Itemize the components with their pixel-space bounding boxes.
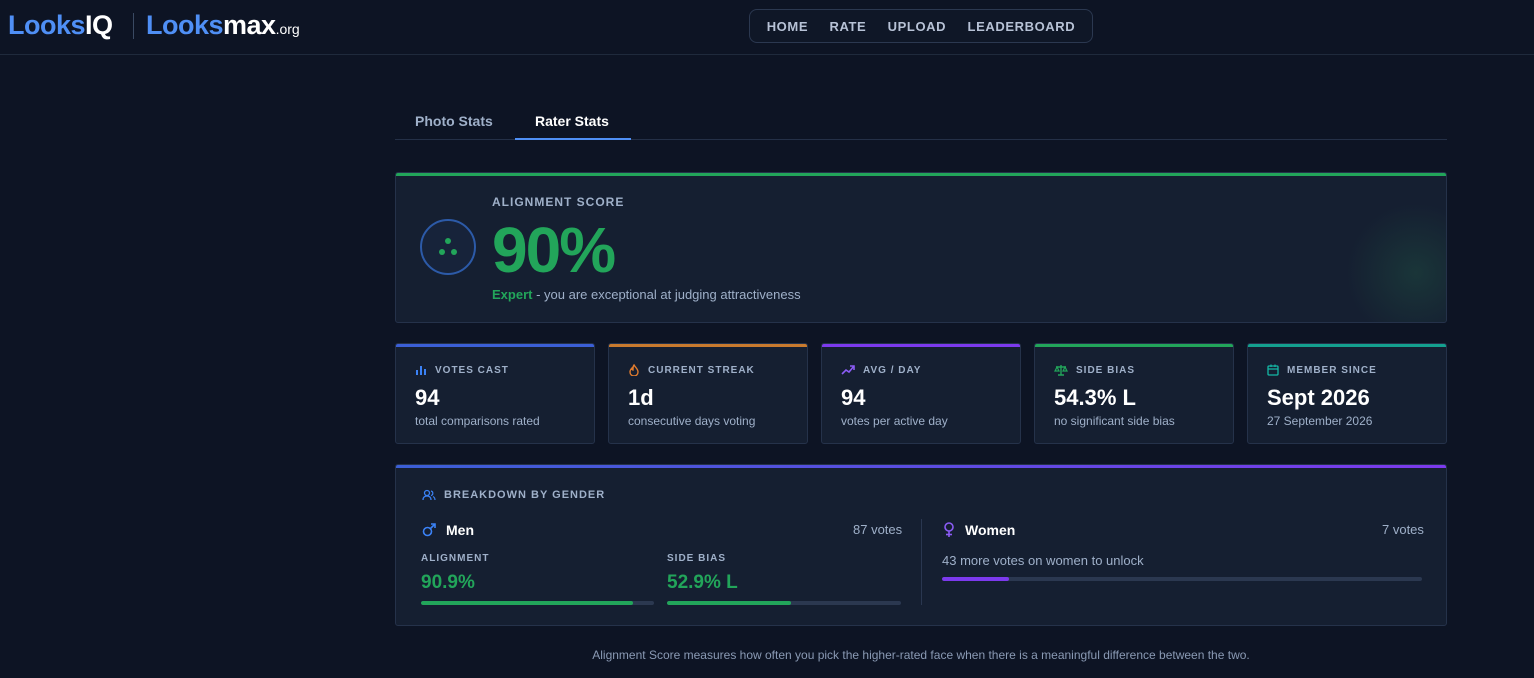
stat-value: Sept 2026	[1267, 385, 1370, 410]
alignment-score-card: ALIGNMENT SCORE 90% Expert - you are exc…	[395, 172, 1447, 323]
stat-card-avg-per-day: AVG / DAY 94 votes per active day	[821, 343, 1021, 444]
stat-value: 94	[841, 385, 866, 410]
stat-card-accent	[822, 344, 1020, 347]
looksiq-logo[interactable]: LooksIQ	[8, 10, 113, 41]
stat-subtext: total comparisons rated	[415, 414, 540, 428]
women-heading: Women	[943, 522, 1015, 538]
men-side-bias-bar-fill	[667, 601, 791, 605]
alignment-footnote: Alignment Score measures how often you p…	[592, 648, 1250, 662]
alignment-card-accent	[396, 173, 1446, 176]
stat-card-current-streak: CURRENT STREAK 1d consecutive days votin…	[608, 343, 808, 444]
gender-breakdown-card: BREAKDOWN BY GENDER Men 87 votes ALIGNME…	[395, 464, 1447, 626]
looksmax-logo-part3: .org	[275, 21, 300, 37]
stat-value: 1d	[628, 385, 654, 410]
alignment-score-value: 90%	[492, 214, 616, 286]
men-alignment-bar-fill	[421, 601, 633, 605]
stat-subtext: 27 September 2026	[1267, 414, 1373, 428]
women-unlock-progress-bar	[942, 577, 1422, 581]
breakdown-card-accent	[396, 465, 1446, 468]
scale-icon	[1054, 365, 1068, 376]
men-alignment-value: 90.9%	[421, 572, 475, 593]
stat-label: SIDE BIAS	[1076, 364, 1136, 376]
stat-label: CURRENT STREAK	[648, 364, 755, 376]
looksmax-logo-part2: max	[223, 10, 276, 40]
stat-value: 94	[415, 385, 440, 410]
stat-subtext: no significant side bias	[1054, 414, 1175, 428]
calendar-icon	[1267, 364, 1279, 376]
alignment-score-label: ALIGNMENT SCORE	[492, 195, 625, 209]
stat-card-side-bias: SIDE BIAS 54.3% L no significant side bi…	[1034, 343, 1234, 444]
women-unlock-text: 43 more votes on women to unlock	[942, 553, 1144, 568]
stat-subtext: consecutive days voting	[628, 414, 756, 428]
women-label: Women	[965, 522, 1016, 538]
male-symbol-icon	[422, 523, 436, 537]
gender-divider	[921, 519, 922, 605]
alignment-description: Expert - you are exceptional at judging …	[492, 287, 801, 302]
looksmax-logo[interactable]: Looksmax.org	[146, 10, 300, 41]
alignment-dots-icon	[420, 219, 476, 275]
stat-value: 54.3% L	[1054, 385, 1136, 410]
men-votes: 87 votes	[853, 522, 903, 537]
stat-card-accent	[1035, 344, 1233, 347]
looksiq-logo-part2: IQ	[85, 10, 113, 40]
flame-icon	[629, 364, 639, 376]
stat-card-accent	[609, 344, 807, 347]
nav-leaderboard-link[interactable]: LEADERBOARD	[967, 18, 1076, 34]
alignment-level: Expert	[492, 287, 533, 302]
stat-card-accent	[396, 344, 594, 347]
nav-upload-link[interactable]: UPLOAD	[887, 18, 947, 34]
women-votes: 7 votes	[1382, 522, 1424, 537]
stat-label: MEMBER SINCE	[1287, 364, 1377, 376]
women-unlock-progress-fill	[942, 577, 1010, 581]
nav-home-link[interactable]: HOME	[766, 18, 809, 34]
looksiq-logo-part1: Looks	[8, 10, 86, 40]
stats-tabs: Photo Stats Rater Stats	[395, 105, 1447, 140]
stat-card-votes-cast: VOTES CAST 94 total comparisons rated	[395, 343, 595, 444]
top-bar: LooksIQ Looksmax.org HOME RATE UPLOAD LE…	[0, 0, 1534, 55]
stat-card-member-since: MEMBER SINCE Sept 2026 27 September 2026	[1247, 343, 1447, 444]
tab-photo-stats[interactable]: Photo Stats	[415, 113, 493, 129]
alignment-glow	[1346, 203, 1446, 322]
nav-rate-link[interactable]: RATE	[829, 18, 867, 34]
stat-card-accent	[1248, 344, 1446, 347]
men-side-bias-value: 52.9% L	[667, 572, 738, 593]
men-side-bias-label: SIDE BIAS	[667, 553, 727, 564]
stat-label: AVG / DAY	[863, 364, 922, 376]
men-alignment-bar	[421, 601, 654, 605]
looksmax-logo-part1: Looks	[146, 10, 224, 40]
men-heading: Men	[422, 522, 474, 538]
stat-label: VOTES CAST	[435, 364, 509, 376]
alignment-description-text: - you are exceptional at judging attract…	[532, 287, 801, 302]
logo-divider	[133, 13, 134, 39]
men-side-bias-bar	[667, 601, 901, 605]
men-alignment-label: ALIGNMENT	[421, 553, 490, 564]
main-nav: HOME RATE UPLOAD LEADERBOARD	[749, 9, 1093, 43]
stat-subtext: votes per active day	[841, 414, 948, 428]
men-label: Men	[446, 522, 474, 538]
bar-chart-icon	[416, 366, 426, 375]
female-symbol-icon	[944, 522, 954, 537]
breakdown-title: BREAKDOWN BY GENDER	[444, 489, 606, 501]
users-icon	[422, 489, 436, 501]
active-tab-indicator	[515, 138, 631, 140]
tab-rater-stats[interactable]: Rater Stats	[535, 113, 609, 129]
trending-up-icon	[841, 365, 855, 375]
